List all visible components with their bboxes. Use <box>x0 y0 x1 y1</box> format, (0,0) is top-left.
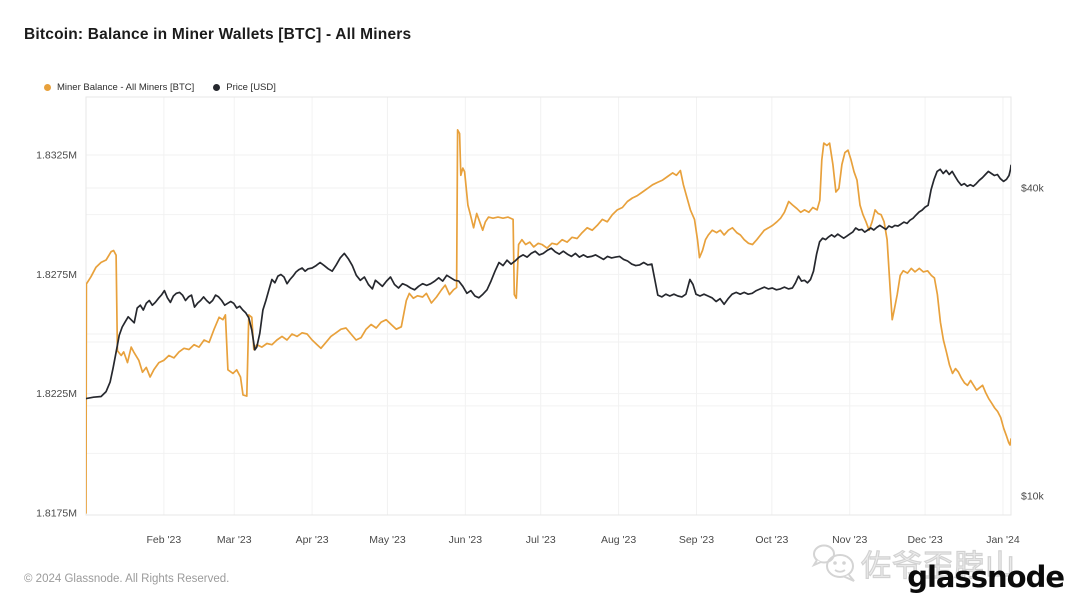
copyright-text: © 2024 Glassnode. All Rights Reserved. <box>24 573 230 585</box>
legend: Miner Balance - All Miners [BTC] Price [… <box>44 82 276 93</box>
x-axis-tick-label: Nov '23 <box>832 534 867 546</box>
right-axis-tick-label: $40k <box>1021 182 1045 194</box>
x-axis-tick-label: Jul '23 <box>526 534 556 546</box>
miner-balance-line[interactable] <box>86 129 1011 514</box>
x-axis-tick-label: Sep '23 <box>679 534 714 546</box>
chart-canvas[interactable]: 1.8325M 1.8275M 1.8225M 1.8175M $40k $10k Feb … <box>0 0 1080 560</box>
x-axis-tick-label: Aug '23 <box>601 534 636 546</box>
x-axis-tick-label: Mar '23 <box>217 534 252 546</box>
right-axis-tick-label: $10k <box>1021 491 1045 503</box>
x-axis-tick-label: Jun '23 <box>449 534 483 546</box>
legend-item-miner-balance[interactable]: Miner Balance - All Miners [BTC] <box>44 82 194 93</box>
miner-balance-dot-icon <box>44 84 51 91</box>
x-axis-tick-label: Oct '23 <box>755 534 788 546</box>
x-axis-tick-label: Feb '23 <box>147 534 182 546</box>
legend-label-price: Price [USD] <box>226 82 276 93</box>
legend-item-price[interactable]: Price [USD] <box>213 82 276 93</box>
page-title: Bitcoin: Balance in Miner Wallets [BTC] … <box>24 26 412 43</box>
legend-label-miner-balance: Miner Balance - All Miners [BTC] <box>57 82 195 93</box>
left-axis-tick-label: 1.8175M <box>36 508 77 520</box>
x-axis-tick-label: May '23 <box>369 534 406 546</box>
left-axis-tick-label: 1.8325M <box>36 150 77 162</box>
price-line[interactable] <box>86 164 1011 400</box>
price-dot-icon <box>213 84 221 91</box>
x-axis-tick-label: Dec '23 <box>907 534 942 546</box>
x-axis-tick-label: Apr '23 <box>296 534 329 546</box>
left-axis-tick-label: 1.8225M <box>36 388 77 400</box>
left-axis-tick-label: 1.8275M <box>36 269 77 281</box>
glassnode-logo: glassnode <box>907 560 1065 594</box>
x-axis-tick-label: Jan '24 <box>986 534 1020 546</box>
